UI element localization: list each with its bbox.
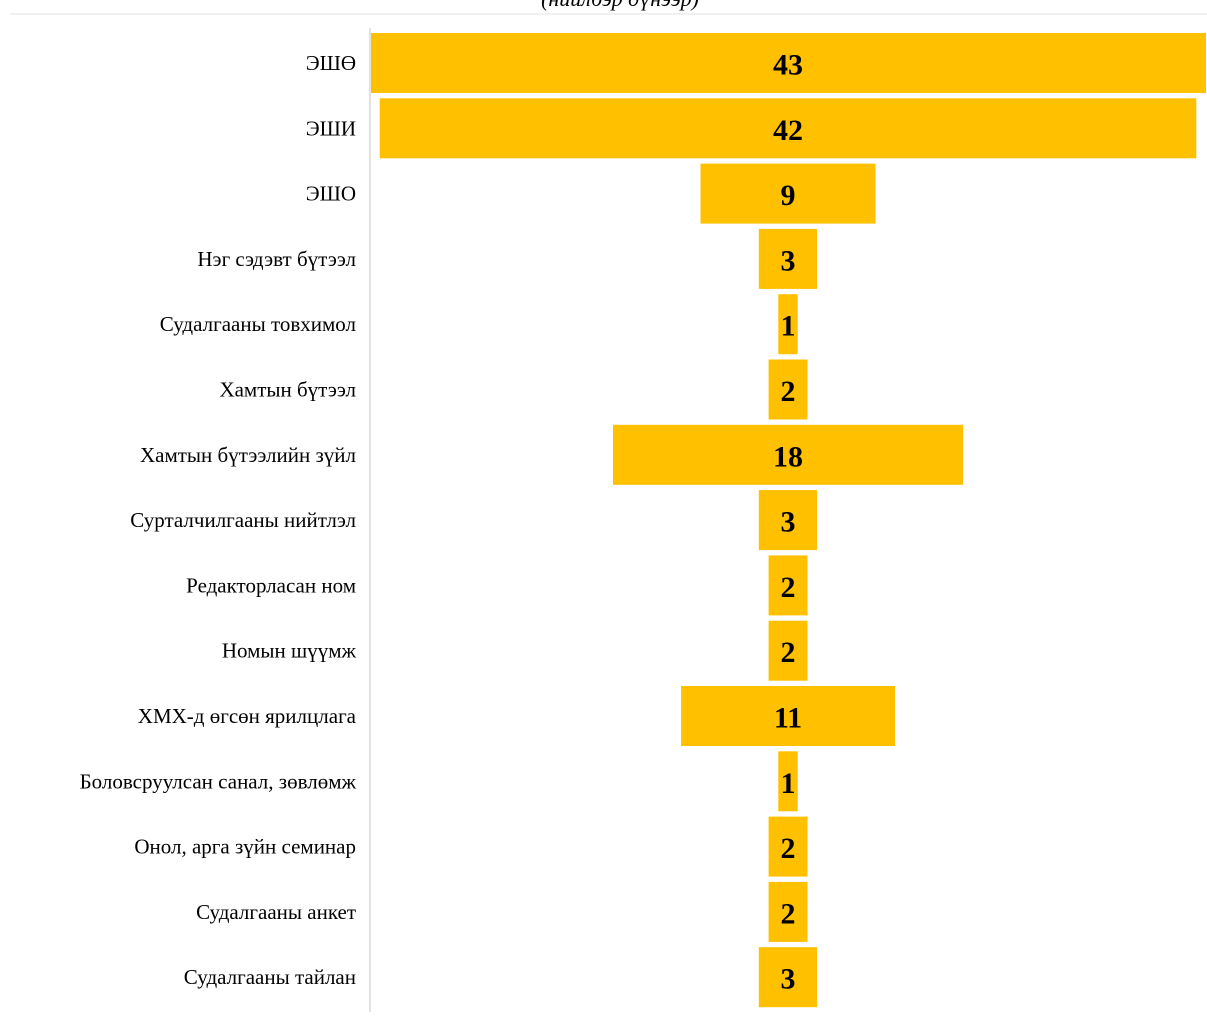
category-label-3: ЭШО xyxy=(306,182,356,206)
category-label-15: Судалгааны тайлан xyxy=(184,965,356,989)
category-label-2: ЭШИ xyxy=(306,116,356,140)
category-label-10: Номын шүүмж xyxy=(222,639,357,663)
value-label-11: 11 xyxy=(774,702,802,735)
value-label-7: 18 xyxy=(773,440,803,473)
bar-14 xyxy=(768,881,808,942)
bar-2 xyxy=(379,98,1197,159)
category-label-9: Редакторласан ном xyxy=(186,573,356,597)
bar-13 xyxy=(768,816,808,877)
value-label-15: 3 xyxy=(781,963,796,996)
value-label-4: 3 xyxy=(781,244,796,277)
chart-subtitle: (нийлбэр дүнээр) xyxy=(541,0,699,11)
bar-15 xyxy=(758,947,818,1008)
value-label-12: 1 xyxy=(781,767,796,800)
category-label-4: Нэг сэдэвт бүтээл xyxy=(197,247,356,271)
bar-5 xyxy=(778,294,798,355)
category-label-1: ЭШӨ xyxy=(306,51,356,75)
value-label-14: 2 xyxy=(781,897,796,930)
value-label-9: 2 xyxy=(781,571,796,604)
category-label-14: Судалгааны анкет xyxy=(196,900,356,924)
value-label-3: 9 xyxy=(781,179,796,212)
bars-group xyxy=(371,33,1206,1008)
value-label-2: 42 xyxy=(773,114,803,147)
value-label-8: 3 xyxy=(781,506,796,539)
bar-6 xyxy=(768,359,808,420)
bar-9 xyxy=(768,555,808,616)
bar-11 xyxy=(681,686,895,746)
category-labels-group: ЭШӨ ЭШИ ЭШО Нэг сэдэвт бүтээл Судалгааны тов… xyxy=(80,51,357,989)
category-label-12: Боловсруулсан санал, зөвлөмж xyxy=(80,769,357,793)
value-label-13: 2 xyxy=(781,832,796,865)
bar-8 xyxy=(758,490,818,551)
bar-12 xyxy=(778,751,798,812)
value-label-1: 43 xyxy=(773,49,803,82)
category-label-5: Судалгааны товхимол xyxy=(160,312,356,336)
category-label-11: ХМХ-д өгсөн ярилцлага xyxy=(138,704,357,728)
value-label-6: 2 xyxy=(781,375,796,408)
bar-7 xyxy=(613,424,963,485)
bar-10 xyxy=(768,620,808,681)
category-label-13: Онол, арга зүйн семинар xyxy=(134,835,356,859)
bar-3 xyxy=(700,163,876,224)
value-label-5: 1 xyxy=(781,310,796,343)
category-label-7: Хамтын бүтээлийн зүйл xyxy=(140,443,356,467)
bar-4 xyxy=(758,228,818,289)
category-label-6: Хамтын бүтээл xyxy=(219,378,356,402)
category-label-8: Сурталчилгааны нийтлэл xyxy=(130,508,356,532)
bar-1 xyxy=(371,33,1206,93)
value-label-10: 2 xyxy=(781,636,796,669)
